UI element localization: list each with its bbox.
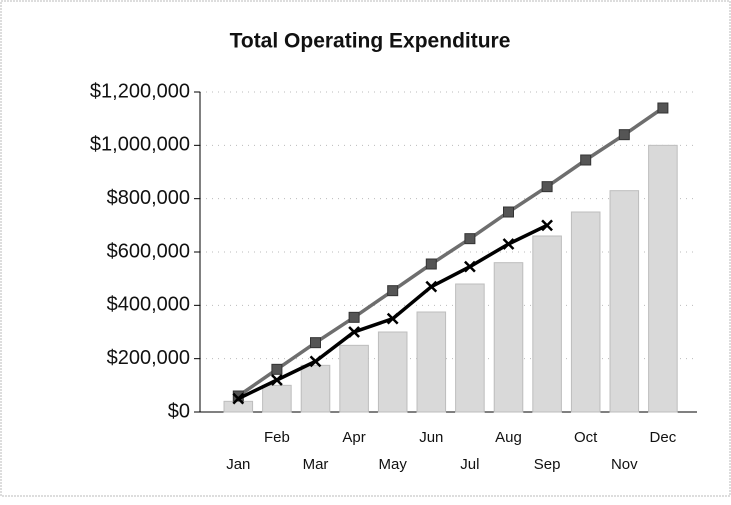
marker — [502, 238, 515, 250]
marker — [541, 219, 553, 232]
x-tick-label: Sep — [534, 456, 561, 473]
bar — [300, 364, 331, 413]
marker — [618, 129, 630, 141]
bar — [223, 400, 254, 413]
marker — [425, 280, 438, 293]
marker — [425, 258, 437, 270]
bar — [609, 190, 640, 413]
y-tick-label: $600,000 — [107, 240, 190, 262]
marker — [503, 206, 514, 218]
bar — [648, 144, 678, 413]
bar — [416, 311, 447, 413]
y-tick-label: $800,000 — [107, 187, 190, 209]
line — [237, 106, 664, 398]
x-tick-label: Jun — [419, 429, 443, 446]
y-tick-label: $0 — [168, 400, 190, 422]
bar — [455, 283, 485, 413]
x-tick-label: Feb — [264, 429, 290, 446]
marker — [580, 154, 592, 166]
bar — [570, 211, 601, 413]
bar — [339, 344, 369, 413]
marker — [464, 233, 476, 245]
marker — [348, 311, 360, 323]
x-tick-label: Mar — [303, 456, 329, 473]
marker — [348, 326, 360, 338]
x-tick-label: Aug — [495, 429, 522, 446]
x-tick-label: Oct — [574, 429, 598, 446]
marker — [657, 102, 669, 114]
marker — [464, 260, 476, 273]
x-tick-label: Jan — [226, 456, 250, 473]
x-tick-label: Apr — [342, 429, 365, 446]
marker — [310, 337, 321, 349]
marker — [309, 355, 322, 368]
y-tick-label: $200,000 — [107, 347, 190, 369]
bar — [377, 331, 408, 413]
marker — [232, 392, 245, 405]
marker — [541, 181, 553, 193]
x-tick-label: Jul — [460, 456, 479, 473]
chart-title: Total Operating Expenditure — [230, 30, 511, 53]
marker — [387, 285, 399, 297]
bar — [532, 235, 562, 413]
y-tick-label: $1,000,000 — [90, 134, 190, 156]
x-tick-label: May — [379, 456, 408, 473]
y-tick-label: $1,200,000 — [90, 80, 190, 102]
marker — [271, 374, 283, 386]
x-tick-label: Dec — [650, 429, 677, 446]
bar — [493, 262, 524, 413]
y-tick-label: $400,000 — [107, 294, 190, 316]
x-tick-label: Nov — [611, 456, 638, 473]
marker — [386, 312, 399, 325]
bar — [262, 384, 292, 413]
marker — [271, 363, 283, 375]
